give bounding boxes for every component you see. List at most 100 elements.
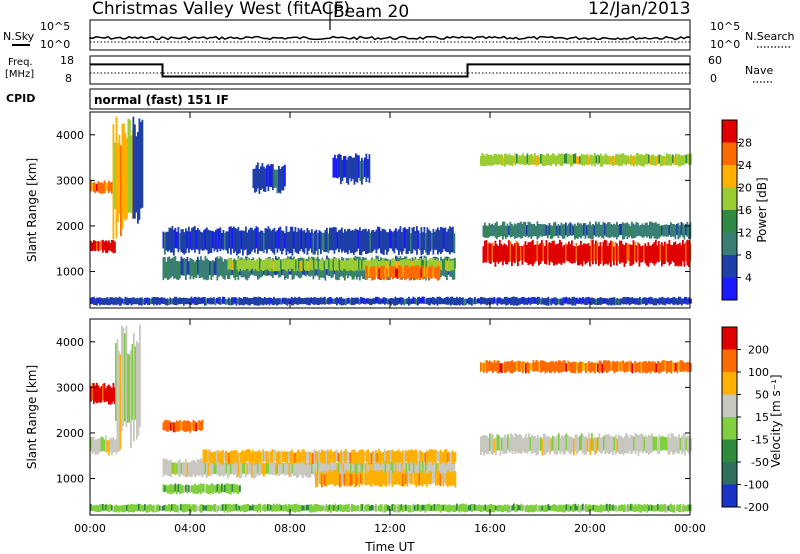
data-cell — [209, 485, 211, 495]
data-cell — [614, 242, 617, 261]
data-region-2 — [115, 324, 141, 450]
data-cell — [495, 436, 497, 456]
data-cell — [115, 297, 118, 306]
data-cell — [571, 437, 574, 453]
data-cell — [488, 223, 491, 237]
data-cell — [378, 268, 381, 280]
data-cell — [688, 297, 691, 304]
data-cell — [444, 298, 446, 305]
data-cell — [132, 504, 134, 513]
data-cell — [579, 297, 581, 304]
data-cell — [631, 156, 634, 165]
data-cell — [112, 240, 115, 254]
data-cell — [329, 459, 331, 478]
data-cell — [417, 265, 420, 280]
data-cell — [612, 436, 614, 456]
data-cell — [555, 505, 557, 512]
data-cell — [160, 297, 163, 304]
data-cell — [609, 297, 611, 305]
data-cell — [227, 462, 229, 479]
data-cell — [429, 470, 431, 485]
data-cell — [319, 472, 322, 485]
data-cell — [267, 451, 269, 464]
data-cell — [480, 436, 482, 456]
data-cell — [306, 228, 309, 255]
data-cell — [131, 343, 134, 421]
data-cell — [343, 450, 346, 463]
data-cell — [198, 484, 201, 493]
velocity-colorbar-label: Velocity [m s⁻¹] — [769, 374, 783, 467]
data-cell — [545, 240, 548, 265]
data-cell — [192, 260, 195, 280]
data-cell — [218, 258, 220, 277]
data-cell — [277, 504, 280, 512]
data-cell — [342, 462, 345, 476]
data-cell — [559, 360, 562, 373]
data-cell — [198, 505, 200, 512]
data-cell — [377, 226, 379, 250]
data-cell — [489, 360, 491, 371]
data-cell — [336, 297, 338, 306]
data-cell — [233, 459, 235, 476]
data-cell — [489, 297, 491, 306]
data-cell — [127, 118, 130, 214]
data-cell — [376, 470, 379, 486]
data-cell — [253, 296, 256, 306]
data-cell — [589, 362, 592, 373]
data-cell — [206, 484, 208, 494]
data-cell — [100, 297, 103, 305]
data-cell — [240, 230, 243, 250]
colorbar-tick-label: -200 — [744, 501, 769, 514]
data-cell — [302, 258, 305, 269]
data-cell — [306, 297, 308, 305]
data-cell — [615, 505, 617, 512]
data-region-0 — [90, 239, 116, 254]
data-cell — [167, 485, 169, 494]
data-cell — [334, 503, 337, 512]
data-cell — [654, 436, 656, 451]
data-cell — [631, 297, 634, 304]
data-cell — [634, 360, 637, 373]
data-cell — [506, 223, 509, 237]
data-cell — [681, 155, 683, 166]
data-cell — [637, 503, 640, 512]
data-cell — [656, 223, 659, 240]
data-cell — [145, 297, 148, 304]
data-cell — [338, 260, 341, 269]
data-cell — [411, 505, 413, 513]
data-cell — [436, 450, 439, 461]
data-cell — [175, 296, 178, 306]
data-cell — [625, 155, 628, 166]
data-cell — [608, 242, 611, 264]
data-cell — [427, 259, 429, 269]
data-cell — [446, 261, 449, 272]
data-cell — [111, 438, 113, 456]
data-cell — [326, 227, 328, 252]
data-cell — [416, 461, 418, 477]
data-cell — [676, 504, 679, 511]
colorbar-swatch — [722, 417, 737, 440]
data-cell — [419, 258, 422, 269]
data-cell — [397, 449, 400, 463]
data-cell — [164, 459, 166, 475]
data-cell — [160, 505, 163, 512]
data-cell — [267, 297, 269, 304]
freq-tick-low: 8 — [65, 72, 72, 85]
data-cell — [229, 504, 232, 513]
data-cell — [496, 155, 499, 166]
data-cell — [432, 229, 435, 255]
data-cell — [499, 436, 502, 456]
data-cell — [278, 165, 280, 193]
data-cell — [539, 243, 542, 264]
data-cell — [265, 298, 268, 306]
data-cell — [285, 452, 287, 463]
data-cell — [205, 505, 208, 511]
data-cell — [366, 266, 369, 280]
data-cell — [114, 297, 116, 305]
data-cell — [167, 231, 169, 252]
data-cell — [230, 259, 233, 270]
data-cell — [315, 461, 318, 476]
data-cell — [270, 504, 272, 511]
data-cell — [197, 484, 199, 495]
data-cell — [356, 258, 359, 271]
